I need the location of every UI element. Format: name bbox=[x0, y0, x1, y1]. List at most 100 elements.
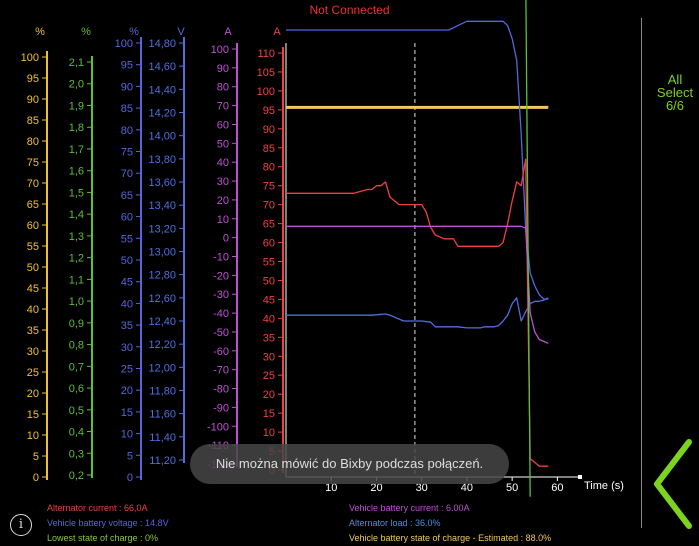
axis-4-tick-label-3: -90 bbox=[213, 402, 229, 414]
bixby-toast: Nie można mówić do Bixby podczas połącze… bbox=[190, 444, 509, 484]
axis-2-tick-label-1: 5 bbox=[127, 450, 133, 462]
axis-1-tick-label-8: 1,0 bbox=[69, 296, 84, 308]
axis-0-tick-label-12: 60 bbox=[27, 220, 39, 232]
axis-0-tick-label-2: 10 bbox=[27, 430, 39, 442]
axis-4-tick-label-8: -40 bbox=[213, 308, 229, 320]
x-tick-label-1: 20 bbox=[370, 482, 382, 494]
axis-5-tick-label-8: 40 bbox=[263, 313, 275, 325]
axis-5-tick-label-21: 105 bbox=[257, 67, 275, 79]
axis-5-tick-label-13: 65 bbox=[263, 219, 275, 231]
axis-1-tick-label-11: 1,3 bbox=[69, 231, 84, 243]
legend-alternator-load: Alternator load : 36.0% bbox=[349, 518, 441, 528]
axis-5-tick-label-4: 20 bbox=[263, 389, 275, 401]
axis-3-tick-label-16: 14,40 bbox=[148, 84, 176, 96]
axis-1-tick-label-2: 0,4 bbox=[69, 427, 84, 439]
axis-5-tick-label-16: 80 bbox=[263, 162, 275, 174]
axis-1-tick-label-18: 2,0 bbox=[69, 79, 84, 91]
axis-5-tick-label-10: 50 bbox=[263, 275, 275, 287]
axis-3-tick-label-4: 12,00 bbox=[148, 362, 176, 374]
axis-unit-3: V bbox=[177, 26, 185, 38]
axis-4-tick-label-14: 20 bbox=[217, 195, 229, 207]
x-axis-end-marker bbox=[578, 475, 582, 479]
axis-3-tick-label-9: 13,00 bbox=[148, 247, 176, 259]
legend-alternator-current: Alternator current : 66,0A bbox=[47, 503, 148, 513]
axis-4-tick-label-7: -50 bbox=[213, 327, 229, 339]
legend-battery-voltage: Vehicle battery voltage : 14.8V bbox=[47, 518, 169, 528]
axis-0-tick-label-14: 70 bbox=[27, 178, 39, 190]
series-line-3 bbox=[286, 158, 549, 467]
axis-4-tick-label-15: 30 bbox=[217, 176, 229, 188]
axis-2-tick-label-15: 75 bbox=[121, 147, 133, 159]
axis-3-tick-label-10: 13,20 bbox=[148, 223, 176, 235]
axis-unit-5: A bbox=[273, 26, 281, 38]
axis-3-tick-label-17: 14,60 bbox=[148, 61, 176, 73]
legend-battery-current: Vehicle battery current : 6.00A bbox=[349, 503, 470, 513]
axis-unit-0: % bbox=[35, 26, 45, 38]
axis-0-tick-label-19: 95 bbox=[27, 73, 39, 85]
axis-2-tick-label-16: 80 bbox=[121, 125, 133, 137]
x-axis-label: Time (s) bbox=[584, 480, 624, 492]
axis-5-tick-label-7: 35 bbox=[263, 332, 275, 344]
axis-2-tick-label-12: 60 bbox=[121, 212, 133, 224]
axis-3-tick-label-12: 13,60 bbox=[148, 177, 176, 189]
axis-3-tick-label-11: 13,40 bbox=[148, 200, 176, 212]
axis-1-tick-label-3: 0,5 bbox=[69, 405, 84, 417]
axis-2-tick-label-17: 85 bbox=[121, 103, 133, 115]
axis-1-tick-label-10: 1,2 bbox=[69, 253, 84, 265]
axis-0-tick-label-3: 15 bbox=[27, 409, 39, 421]
info-icon[interactable]: i bbox=[10, 514, 32, 536]
all-select-button[interactable]: All Select 6/6 bbox=[651, 73, 699, 112]
axis-3-tick-label-3: 11,80 bbox=[149, 386, 176, 398]
axis-5-tick-label-5: 25 bbox=[263, 370, 275, 382]
axis-5-tick-label-17: 85 bbox=[263, 143, 275, 155]
right-panel: All Select 6/6 bbox=[641, 18, 699, 546]
axis-0-tick-label-10: 50 bbox=[27, 262, 39, 274]
axis-5-tick-label-2: 10 bbox=[263, 427, 275, 439]
series-line-2 bbox=[286, 297, 549, 329]
axis-1-tick-label-16: 1,8 bbox=[69, 122, 84, 134]
axis-2-tick-label-3: 15 bbox=[121, 407, 133, 419]
axis-2-tick-label-5: 25 bbox=[121, 364, 133, 376]
axis-1-tick-label-15: 1,7 bbox=[69, 144, 84, 156]
legend-lowest-soc: Lowest state of charge : 0% bbox=[47, 533, 159, 543]
axis-1-tick-label-17: 1,9 bbox=[69, 100, 84, 112]
axis-0-tick-label-5: 25 bbox=[27, 367, 39, 379]
axis-0-tick-label-18: 90 bbox=[27, 94, 39, 106]
connection-status: Not Connected bbox=[309, 3, 390, 17]
axis-4-tick-label-17: 50 bbox=[217, 138, 229, 150]
axis-1-tick-label-13: 1,5 bbox=[69, 187, 84, 199]
axis-4-tick-label-19: 70 bbox=[217, 101, 229, 113]
axis-2-tick-label-14: 70 bbox=[121, 168, 133, 180]
axis-2-tick-label-4: 20 bbox=[121, 385, 133, 397]
axis-4-tick-label-16: 40 bbox=[217, 157, 229, 169]
axis-3-tick-label-8: 12,80 bbox=[148, 270, 176, 282]
axis-0-tick-label-17: 85 bbox=[27, 115, 39, 127]
legend-soc-estimated: Vehicle battery state of charge - Estima… bbox=[349, 533, 552, 543]
axis-5-tick-label-3: 15 bbox=[263, 408, 275, 420]
x-tick-label-3: 40 bbox=[461, 482, 473, 494]
chevron-left-icon[interactable] bbox=[649, 438, 695, 530]
axis-0-tick-label-13: 65 bbox=[27, 199, 39, 211]
axis-5-tick-label-22: 110 bbox=[257, 48, 275, 60]
axis-0-tick-label-0: 0 bbox=[33, 472, 39, 484]
all-select-count: 6/6 bbox=[665, 98, 685, 113]
axis-0-tick-label-20: 100 bbox=[21, 52, 39, 64]
series-line-1 bbox=[286, 20, 549, 300]
axis-unit-1: % bbox=[81, 26, 91, 38]
axis-1-tick-label-19: 2,1 bbox=[69, 57, 84, 69]
axis-5-tick-label-9: 45 bbox=[263, 294, 275, 306]
axis-0-tick-label-7: 35 bbox=[27, 325, 39, 337]
axis-1-tick-label-4: 0,6 bbox=[69, 383, 84, 395]
x-tick-label-0: 10 bbox=[325, 482, 337, 494]
axis-5-tick-label-11: 55 bbox=[263, 257, 275, 269]
all-select-label-1: All bbox=[667, 72, 683, 87]
x-tick-label-2: 30 bbox=[416, 482, 428, 494]
axis-3-tick-label-6: 12,40 bbox=[148, 316, 176, 328]
axis-3-tick-label-7: 12,60 bbox=[148, 293, 176, 305]
axis-3-tick-label-0: 11,20 bbox=[149, 455, 176, 467]
axis-5-tick-label-15: 75 bbox=[263, 181, 275, 193]
all-select-label-2: Select bbox=[656, 85, 694, 100]
axis-5-tick-label-12: 60 bbox=[263, 238, 275, 250]
axis-2-tick-label-2: 10 bbox=[121, 429, 133, 441]
axis-2-tick-label-8: 40 bbox=[121, 298, 133, 310]
